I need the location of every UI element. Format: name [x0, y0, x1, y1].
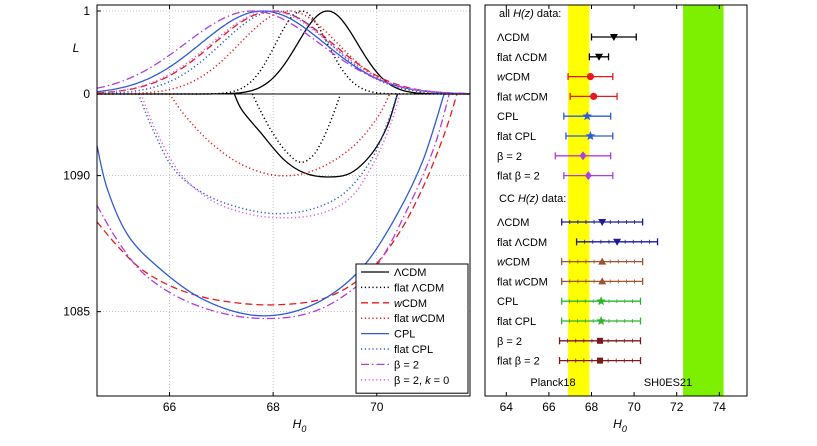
legend-label-3: flat wCDM: [394, 313, 445, 325]
legend-label-4: CPL: [394, 329, 415, 341]
point-marker-1-0: [598, 219, 607, 226]
row-label-1-1: flat ΛCDM: [497, 237, 547, 249]
contour-curve-1: [251, 93, 342, 164]
point-marker-0-2: [586, 73, 595, 81]
legend-label-5: flat CPL: [394, 344, 433, 356]
point-marker-0-6: [579, 151, 587, 161]
row-label-0-3: flat wCDM: [497, 91, 548, 103]
row-label-1-7: flat β = 2: [497, 356, 540, 368]
group-header-0: all H(z) data:: [499, 8, 561, 20]
y-axis-label: L: [73, 41, 80, 55]
legend-label-0: ΛCDM: [394, 267, 426, 279]
left-frame: [96, 4, 471, 397]
rx-tick-label-0: 64: [500, 400, 514, 414]
row-label-0-7: flat β = 2: [497, 171, 540, 183]
contour-curve-6: [97, 93, 450, 320]
row-label-0-0: ΛCDM: [497, 32, 529, 44]
likelihood-curve-3: [97, 10, 470, 95]
row-label-1-3: flat wCDM: [497, 276, 548, 288]
point-marker-0-1: [595, 53, 603, 61]
point-marker-0-5: [585, 131, 596, 140]
x-axis-label: H0: [293, 417, 307, 434]
rx-tick-label-1: 66: [542, 400, 556, 414]
row-label-0-5: flat CPL: [497, 131, 536, 143]
legend-label-2: wCDM: [394, 298, 427, 310]
row-label-1-5: flat CPL: [497, 316, 536, 328]
rx-tick-label-3: 70: [627, 400, 641, 414]
legend-label-7: β = 2, k = 0: [394, 375, 449, 387]
contour-curve-0: [233, 93, 399, 178]
x-tick-label-2: 70: [370, 400, 384, 414]
row-label-1-4: CPL: [497, 296, 518, 308]
legend-label-6: β = 2: [394, 359, 419, 371]
point-marker-1-1: [613, 238, 622, 246]
point-marker-0-3: [590, 92, 598, 100]
y-tick-label-top-1: 1: [83, 4, 90, 18]
row-label-0-4: CPL: [497, 111, 518, 123]
point-marker-1-4: [596, 296, 606, 306]
band-label-0: Planck18: [530, 377, 575, 389]
contour-curve-3: [168, 93, 391, 177]
point-marker-1-6: [597, 337, 604, 344]
x-tick-label-1: 68: [266, 400, 280, 414]
left-likelihood-panel: 66 68 70 1 0 1090 1085 L H0 ΛCDM flat ΛCDM wCDM flat…: [63, 4, 471, 434]
row-label-1-6: β = 2: [497, 336, 522, 348]
right-h0-panel: 64 66 68 70 72 74 H0 Planck18 SH0ES21 all H(z) da…: [484, 4, 748, 434]
rx-tick-label-2: 68: [585, 400, 599, 414]
likelihood-curve-2: [97, 10, 470, 95]
contour-curve-7: [140, 93, 401, 219]
y-tick-label-bottom-0: 1090: [63, 169, 90, 183]
row-label-1-2: wCDM: [497, 257, 530, 269]
point-marker-1-7: [597, 357, 604, 364]
row-label-1-0: ΛCDM: [497, 217, 529, 229]
rx-axis-label: H0: [613, 417, 627, 434]
point-marker-1-2: [598, 257, 607, 265]
row-label-0-6: β = 2: [497, 151, 522, 163]
point-marker-1-5: [596, 316, 606, 325]
x-tick-label-0: 66: [163, 400, 177, 414]
likelihood-curve-6: [97, 10, 470, 95]
group-header-1: CC H(z) data:: [499, 193, 566, 205]
rx-tick-label-5: 74: [713, 400, 727, 414]
legend-label-1: flat ΛCDM: [394, 282, 444, 294]
band-1: [683, 5, 724, 396]
likelihood-curve-7: [97, 10, 470, 95]
point-marker-1-3: [598, 277, 607, 285]
y-tick-label-bottom-1: 1085: [63, 305, 90, 319]
right-frame: [484, 4, 748, 397]
point-marker-0-0: [609, 34, 618, 41]
rx-tick-label-4: 72: [670, 400, 684, 414]
band-0: [568, 5, 590, 396]
band-label-1: SH0ES21: [644, 377, 692, 389]
y-tick-label-top-0: 0: [83, 87, 90, 101]
legend-box: [355, 263, 469, 394]
row-label-0-1: flat ΛCDM: [497, 52, 547, 64]
likelihood-curve-4: [97, 10, 470, 95]
row-label-0-2: wCDM: [497, 72, 530, 84]
contour-curve-4: [97, 93, 445, 317]
contour-curve-5: [137, 93, 399, 215]
point-marker-0-7: [584, 171, 592, 181]
point-marker-0-4: [582, 111, 592, 121]
